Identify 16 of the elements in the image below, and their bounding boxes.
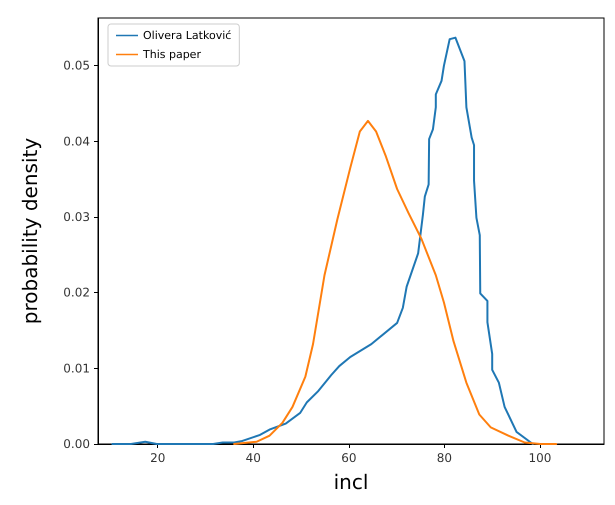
y-tick-label: 0.01: [63, 361, 90, 376]
legend-label: Olivera Latković: [143, 29, 232, 42]
y-tick-label: 0.00: [63, 437, 90, 451]
y-tick-label: 0.04: [63, 134, 90, 148]
y-axis-title: probability density: [18, 138, 42, 324]
x-axis-title: incl: [334, 470, 368, 494]
x-tick-label: 60: [341, 451, 356, 465]
x-tick-label: 80: [436, 451, 452, 465]
y-tick-label: 0.03: [63, 210, 90, 224]
legend-label: This paper: [142, 48, 202, 61]
x-tick-label: 100: [528, 451, 552, 465]
x-tick-label: 20: [150, 451, 166, 465]
y-tick-label: 0.05: [63, 58, 90, 73]
y-tick-label: 0.02: [63, 286, 90, 300]
line-series: [233, 120, 558, 445]
x-tick-label: 40: [246, 451, 261, 465]
